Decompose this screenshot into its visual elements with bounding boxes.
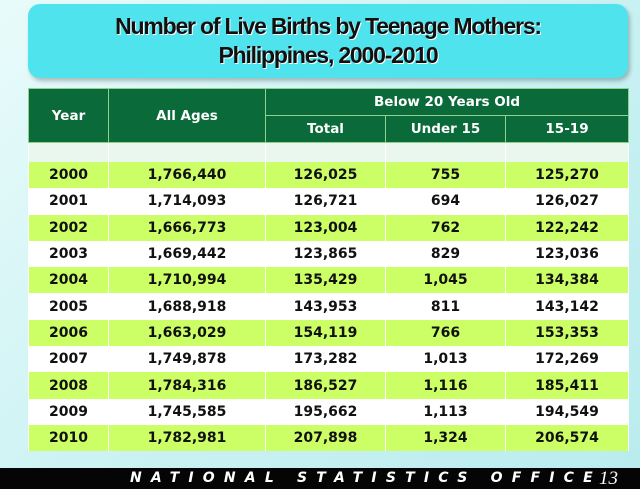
data-row: 2008 1,784,316 186,527 1,116 185,411	[28, 372, 630, 399]
table-cell: 135,429	[265, 267, 386, 294]
table-cell: 126,027	[504, 188, 630, 215]
table-cell: 143,142	[504, 293, 630, 320]
table-cell: 172,269	[504, 346, 630, 373]
table-cell: 195,662	[265, 398, 386, 425]
data-row: 2002 1,666,773 123,004 762 122,242	[28, 214, 630, 241]
table-cell: 1,045	[385, 267, 506, 294]
table-cell: 2006	[28, 319, 109, 347]
table-cell: 2001	[28, 188, 109, 215]
table-cell: 186,527	[265, 372, 386, 399]
page-number: 13	[599, 468, 618, 489]
spacer-row	[28, 142, 630, 162]
table-cell: 1,749,878	[108, 346, 266, 373]
table-cell: 1,782,981	[108, 424, 266, 452]
table-cell: 1,113	[385, 398, 506, 425]
table-cell: 694	[385, 188, 506, 215]
column-header: All Ages	[108, 88, 266, 143]
footer-bar: NATIONAL STATISTICS OFFICE 13	[0, 468, 640, 489]
table-cell: 766	[385, 319, 506, 347]
table-cell: 2002	[28, 214, 109, 241]
column-header: Under 15	[385, 115, 506, 143]
column-header: 15-19	[504, 115, 630, 143]
table-cell: 762	[385, 214, 506, 241]
title-line: Number of Live Births by Teenage Mothers…	[115, 13, 542, 39]
births-table: Year All Ages Below 20 Years Old Total U…	[28, 88, 630, 452]
table-cell: 1,663,029	[108, 319, 266, 347]
table-cell: 1,324	[385, 424, 506, 452]
table-cell: 2007	[28, 346, 109, 373]
table-body: 2000 1,766,440 126,025 755 125,270 2001 1,714,…	[28, 142, 630, 452]
table-cell: 173,282	[265, 346, 386, 373]
table-cell: 207,898	[265, 424, 386, 452]
table-cell: 206,574	[504, 424, 630, 452]
table-cell: 1,766,440	[108, 162, 266, 189]
table-cell: 194,549	[504, 398, 630, 425]
footer-text: NATIONAL STATISTICS OFFICE	[130, 470, 602, 486]
table-cell: 1,710,994	[108, 267, 266, 294]
table-cell: 829	[385, 240, 506, 268]
table-cell: 1,745,585	[108, 398, 266, 425]
table-cell: 1,013	[385, 346, 506, 373]
table-cell: 2003	[28, 240, 109, 268]
table-cell: 2010	[28, 424, 109, 452]
table-cell: 185,411	[504, 372, 630, 399]
table-cell: 2000	[28, 162, 109, 189]
table-cell: 811	[385, 293, 506, 320]
table-cell: 1,669,442	[108, 240, 266, 268]
table-cell: 755	[385, 162, 506, 189]
table-cell: 122,242	[504, 214, 630, 241]
data-row: 2009 1,745,585 195,662 1,113 194,549	[28, 398, 630, 425]
data-row: 2005 1,688,918 143,953 811 143,142	[28, 293, 630, 320]
table-cell: 2008	[28, 372, 109, 399]
data-row: 2004 1,710,994 135,429 1,045 134,384	[28, 267, 630, 294]
table-cell: 1,116	[385, 372, 506, 399]
data-row: 2001 1,714,093 126,721 694 126,027	[28, 188, 630, 215]
table-cell: 143,953	[265, 293, 386, 320]
title-line: Philippines, 2000-2010	[218, 42, 438, 68]
table-cell: 1,714,093	[108, 188, 266, 215]
table-cell: 123,004	[265, 214, 386, 241]
table-cell: 153,353	[504, 319, 630, 347]
table-cell: 2009	[28, 398, 109, 425]
table-cell: 126,025	[265, 162, 386, 189]
table-cell: 126,721	[265, 188, 386, 215]
table-cell: 1,784,316	[108, 372, 266, 399]
table-cell: 134,384	[504, 267, 630, 294]
data-row: 2010 1,782,981 207,898 1,324 206,574	[28, 424, 630, 452]
table-cell: 2004	[28, 267, 109, 294]
table-cell: 1,666,773	[108, 214, 266, 241]
table-cell: 123,865	[265, 240, 386, 268]
column-header: Total	[265, 115, 386, 143]
title-box: Number of Live Births by Teenage Mothers…	[28, 4, 628, 78]
data-row: 2007 1,749,878 173,282 1,013 172,269	[28, 346, 630, 373]
table-cell: 125,270	[504, 162, 630, 189]
table-cell: 2005	[28, 293, 109, 320]
table-cell: 123,036	[504, 240, 630, 268]
column-header: Year	[28, 88, 109, 143]
group-header: Below 20 Years Old	[264, 88, 630, 116]
data-row: 2003 1,669,442 123,865 829 123,036	[28, 240, 630, 268]
data-row: 2006 1,663,029 154,119 766 153,353	[28, 319, 630, 347]
table-cell: 154,119	[265, 319, 386, 347]
data-row: 2000 1,766,440 126,025 755 125,270	[28, 162, 630, 189]
table-cell: 1,688,918	[108, 293, 266, 320]
